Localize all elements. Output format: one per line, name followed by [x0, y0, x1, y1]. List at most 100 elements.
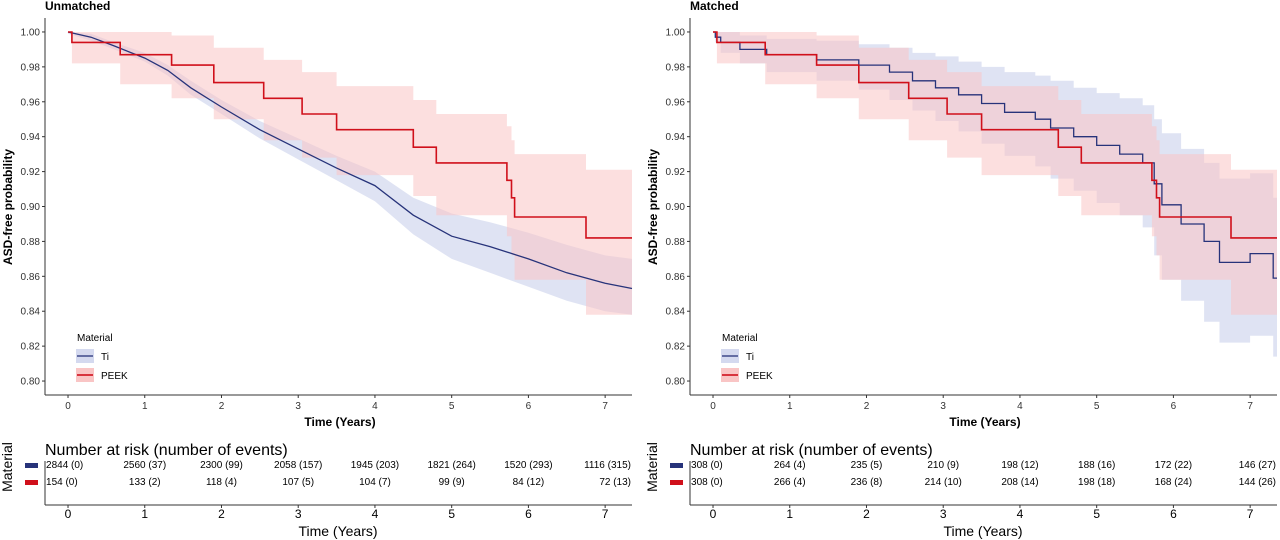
y-tick-label: 0.94	[21, 132, 41, 143]
risk-x-tick-label: 7	[602, 507, 609, 521]
y-tick-label: 0.82	[21, 342, 41, 353]
legend-label-ti: Ti	[746, 352, 754, 363]
x-tick-label: 6	[526, 401, 532, 412]
y-tick-label: 0.86	[666, 272, 686, 283]
risk-table-x-title: Time (Years)	[298, 523, 377, 539]
y-tick-label: 0.90	[21, 202, 41, 213]
risk-row-color-key	[25, 480, 38, 485]
y-tick-label: 0.94	[666, 132, 686, 143]
legend-title: Material	[722, 333, 758, 344]
risk-cell: 84 (12)	[513, 477, 545, 488]
risk-cell: 308 (0)	[691, 477, 723, 488]
risk-cell: 2058 (157)	[274, 460, 322, 471]
risk-table-title: Number at risk (number of events)	[690, 442, 933, 459]
y-tick-label: 0.82	[666, 342, 686, 353]
x-tick-label: 2	[864, 401, 870, 412]
risk-table-title: Number at risk (number of events)	[45, 442, 288, 459]
x-tick-label: 0	[710, 401, 716, 412]
risk-table-side-label: Material	[0, 442, 15, 492]
confidence-band-peek	[713, 32, 1277, 343]
x-tick-label: 1	[142, 401, 148, 412]
x-tick-label: 5	[449, 401, 455, 412]
risk-cell: 144 (26)	[1239, 477, 1276, 488]
series-line-peek	[713, 31, 1277, 239]
legend-label-peek: PEEK	[101, 371, 128, 382]
risk-table-side-label: Material	[644, 442, 660, 492]
risk-cell: 210 (9)	[927, 460, 959, 471]
risk-cell: 118 (4)	[206, 477, 237, 488]
risk-cell: 1821 (264)	[427, 460, 475, 471]
y-tick-label: 1.00	[666, 27, 686, 38]
x-tick-label: 7	[1247, 401, 1253, 412]
y-tick-label: 0.98	[666, 62, 686, 73]
risk-cell: 168 (24)	[1155, 477, 1192, 488]
risk-x-tick-label: 0	[65, 507, 72, 521]
y-tick-label: 0.84	[21, 307, 41, 318]
risk-cell: 308 (0)	[691, 460, 723, 471]
y-tick-label: 0.80	[666, 377, 686, 388]
risk-cell: 107 (5)	[282, 477, 314, 488]
risk-cell: 198 (12)	[1001, 460, 1038, 471]
risk-cell: 72 (13)	[599, 477, 631, 488]
x-tick-label: 5	[1094, 401, 1100, 412]
risk-cell: 266 (4)	[774, 477, 806, 488]
y-tick-label: 0.80	[21, 377, 41, 388]
risk-cell: 2300 (99)	[200, 460, 243, 471]
y-tick-label: 0.88	[21, 237, 41, 248]
risk-x-tick-label: 7	[1247, 507, 1254, 521]
matched-panel: Matched ASD-free probability Time (Years…	[644, 0, 1277, 539]
series-line-peek	[68, 31, 632, 239]
y-tick-label: 0.92	[21, 167, 41, 178]
y-tick-label: 1.00	[21, 27, 41, 38]
risk-x-tick-label: 5	[448, 507, 455, 521]
risk-x-tick-label: 6	[1170, 507, 1177, 521]
risk-row-color-key	[670, 480, 683, 485]
x-tick-label: 7	[602, 401, 608, 412]
risk-cell: 146 (27)	[1239, 460, 1276, 471]
risk-x-tick-label: 2	[218, 507, 225, 521]
risk-cell: 198 (18)	[1078, 477, 1115, 488]
risk-row-color-key	[25, 463, 38, 468]
risk-x-tick-label: 3	[295, 507, 302, 521]
y-tick-label: 0.96	[666, 97, 686, 108]
risk-cell: 1945 (203)	[351, 460, 399, 471]
x-tick-label: 4	[1017, 401, 1023, 412]
risk-cell: 188 (16)	[1078, 460, 1115, 471]
legend: Material Ti PEEK	[76, 333, 128, 382]
panel-title: Matched	[690, 0, 739, 13]
confidence-band-peek	[68, 32, 632, 343]
x-axis-title: Time (Years)	[949, 415, 1020, 429]
risk-x-tick-label: 3	[940, 507, 947, 521]
series-line-ti	[67, 31, 633, 290]
y-tick-label: 0.84	[666, 307, 686, 318]
risk-x-tick-label: 2	[863, 507, 870, 521]
legend: Material Ti PEEK	[721, 333, 773, 382]
risk-cell: 1520 (293)	[504, 460, 552, 471]
risk-cell: 2844 (0)	[46, 460, 83, 471]
risk-cell: 104 (7)	[359, 477, 391, 488]
risk-table-x-title: Time (Years)	[943, 523, 1022, 539]
x-tick-label: 0	[65, 401, 71, 412]
risk-cell: 264 (4)	[774, 460, 806, 471]
risk-cell: 2560 (37)	[123, 460, 166, 471]
risk-cell: 214 (10)	[925, 477, 962, 488]
risk-cell: 99 (9)	[439, 477, 465, 488]
x-tick-label: 3	[940, 401, 946, 412]
y-axis-title: ASD-free probability	[646, 149, 660, 265]
panel-title: Unmatched	[45, 0, 110, 13]
x-tick-label: 2	[219, 401, 225, 412]
risk-cell: 235 (5)	[851, 460, 883, 471]
x-axis-title: Time (Years)	[304, 415, 375, 429]
y-tick-label: 0.98	[21, 62, 41, 73]
x-tick-label: 6	[1171, 401, 1177, 412]
y-tick-label: 0.90	[666, 202, 686, 213]
confidence-band-ti	[713, 32, 1277, 357]
risk-x-tick-label: 4	[372, 507, 379, 521]
risk-table: 2844 (0) 2560 (37) 2300 (99) 2058 (157) 1945…	[25, 460, 632, 521]
risk-x-tick-label: 6	[525, 507, 532, 521]
legend-label-ti: Ti	[101, 352, 109, 363]
legend-title: Material	[77, 333, 113, 344]
y-tick-label: 0.88	[666, 237, 686, 248]
risk-cell: 236 (8)	[851, 477, 883, 488]
risk-cell: 133 (2)	[129, 477, 161, 488]
